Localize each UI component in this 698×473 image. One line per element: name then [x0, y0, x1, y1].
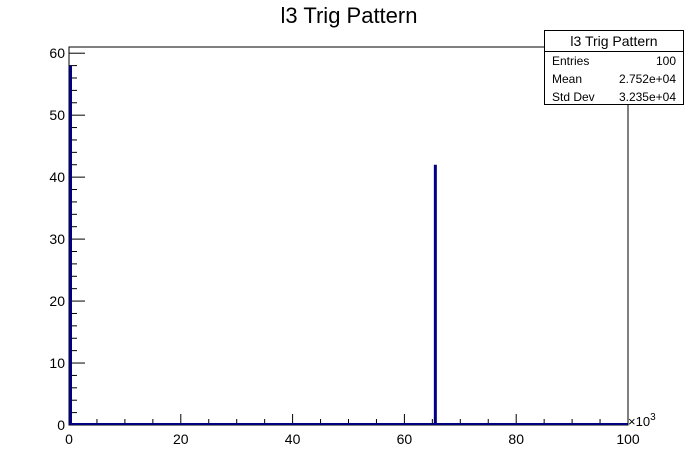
- stats-mean-value: 2.752e+04: [618, 72, 676, 86]
- y-tick-label: 10: [49, 355, 65, 371]
- stats-entries-label: Entries: [552, 54, 590, 68]
- stats-row-stddev: Std Dev 3.235e+04: [545, 88, 683, 106]
- x-tick-label: 80: [508, 431, 524, 447]
- x-tick-label: 60: [397, 431, 413, 447]
- stats-stddev-value: 3.235e+04: [618, 90, 676, 104]
- y-tick-label: 0: [57, 417, 65, 433]
- stats-row-entries: Entries 100: [545, 52, 683, 70]
- y-tick-label: 60: [49, 45, 65, 61]
- x-tick-label: 100: [616, 431, 640, 447]
- y-tick-label: 30: [49, 231, 65, 247]
- stats-entries-value: 100: [655, 54, 676, 68]
- y-tick-label: 20: [49, 293, 65, 309]
- y-axis: 0 10 20 30 40 50 60: [49, 45, 85, 433]
- stats-box: l3 Trig Pattern Entries 100 Mean 2.752e+…: [544, 30, 684, 105]
- stats-stddev-label: Std Dev: [552, 90, 595, 104]
- stats-title: l3 Trig Pattern: [545, 31, 683, 52]
- x-multiplier-base: ×10: [628, 414, 650, 429]
- x-tick-label: 0: [65, 431, 73, 447]
- x-multiplier-exponent: 3: [650, 412, 656, 423]
- y-tick-label: 40: [49, 169, 65, 185]
- histogram-series: [69, 65, 628, 425]
- x-axis-multiplier: ×103: [628, 412, 656, 429]
- stats-row-mean: Mean 2.752e+04: [545, 70, 683, 88]
- x-tick-label: 20: [173, 431, 189, 447]
- x-tick-label: 40: [285, 431, 301, 447]
- x-axis: 0 20 40 60 80 100: [65, 414, 640, 447]
- chart-title: l3 Trig Pattern: [281, 3, 418, 28]
- y-tick-label: 50: [49, 107, 65, 123]
- stats-mean-label: Mean: [552, 72, 583, 86]
